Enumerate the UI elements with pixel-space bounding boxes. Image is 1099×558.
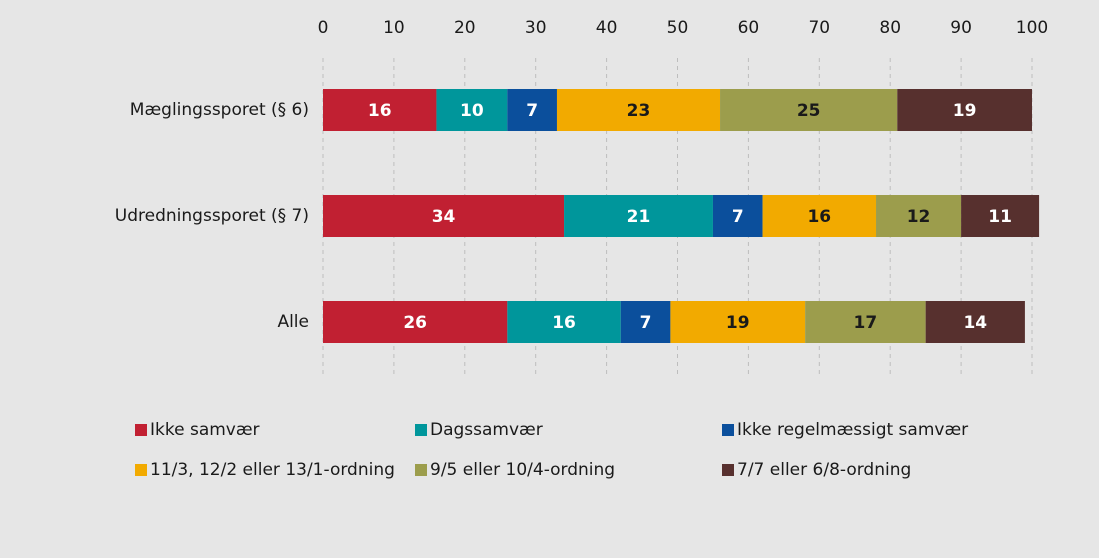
value-label: 16 — [368, 101, 392, 121]
x-tick-label: 90 — [950, 18, 972, 38]
bar-segment — [556, 89, 721, 131]
bar-segment — [762, 195, 877, 237]
value-label: 19 — [726, 313, 750, 333]
bar-segment — [805, 301, 926, 343]
bar-segment — [564, 195, 713, 237]
value-label: 7 — [526, 101, 538, 121]
legend-swatch — [722, 464, 734, 476]
bar-segment — [876, 195, 962, 237]
bar-segment — [436, 89, 508, 131]
bar-segment — [712, 195, 763, 237]
value-label: 23 — [627, 101, 651, 121]
value-label: 34 — [432, 207, 456, 227]
y-tick-label: Udredningssporet (§ 7) — [115, 206, 309, 226]
x-tick-label: 30 — [525, 18, 547, 38]
y-tick-label: Mæglingssporet (§ 6) — [130, 100, 309, 120]
legend-swatch — [135, 424, 147, 436]
value-label: 19 — [953, 101, 977, 121]
bar-segment — [961, 195, 1040, 237]
x-tick-label: 70 — [808, 18, 830, 38]
legend-label: Dagssamvær — [430, 420, 543, 440]
bar-segment — [507, 301, 621, 343]
x-tick-label: 0 — [318, 18, 329, 38]
bar-segment — [620, 301, 671, 343]
value-label: 7 — [732, 207, 744, 227]
bar-segment — [323, 301, 508, 343]
value-label: 16 — [552, 313, 576, 333]
value-label: 7 — [640, 313, 652, 333]
legend-swatch — [135, 464, 147, 476]
x-tick-label: 40 — [596, 18, 618, 38]
x-tick-label: 100 — [1016, 18, 1048, 38]
x-tick-label: 60 — [738, 18, 760, 38]
value-label: 26 — [403, 313, 427, 333]
bar-segment — [720, 89, 898, 131]
value-label: 16 — [807, 207, 831, 227]
bar-segment — [670, 301, 806, 343]
value-label: 17 — [854, 313, 878, 333]
value-label: 12 — [907, 207, 931, 227]
bar-segment — [507, 89, 557, 131]
bar-segment — [323, 195, 565, 237]
value-label: 10 — [460, 101, 484, 121]
x-tick-label: 50 — [667, 18, 689, 38]
value-label: 25 — [797, 101, 821, 121]
legend-swatch — [415, 424, 427, 436]
x-tick-label: 80 — [879, 18, 901, 38]
bar-segment — [925, 301, 1025, 343]
y-tick-label: Alle — [277, 312, 309, 332]
bar-segment — [323, 89, 437, 131]
legend-label: 7/7 eller 6/8-ordning — [737, 460, 911, 480]
legend-swatch — [722, 424, 734, 436]
bar-segment — [897, 89, 1032, 131]
value-label: 21 — [627, 207, 651, 227]
legend-label: 11/3, 12/2 eller 13/1-ordning — [150, 460, 395, 480]
legend-swatch — [415, 464, 427, 476]
x-tick-label: 20 — [454, 18, 476, 38]
legend-label: Ikke regelmæssigt samvær — [737, 420, 968, 440]
legend-label: 9/5 eller 10/4-ordning — [430, 460, 615, 480]
value-label: 11 — [988, 207, 1012, 227]
value-label: 14 — [963, 313, 987, 333]
legend-label: Ikke samvær — [150, 420, 260, 440]
x-tick-label: 10 — [383, 18, 405, 38]
